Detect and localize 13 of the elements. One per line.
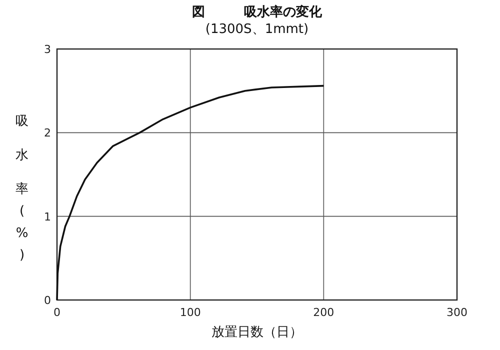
x-tick-label: 0	[54, 306, 60, 319]
x-tick-label: 100	[180, 306, 201, 319]
line-series	[56, 84, 325, 301]
x-axis-title: 放置日数（日）	[212, 325, 302, 340]
chart-title: 図 吸水率の変化	[192, 4, 323, 20]
y-tick-label: 1	[44, 210, 51, 224]
x-tick-label: 200	[313, 306, 334, 319]
x-tick-label: 300	[446, 306, 468, 319]
y-tick-label: 2	[44, 126, 51, 140]
text: 吸水率(%)	[16, 114, 28, 263]
y-tick-label: 0	[44, 294, 51, 307]
chart-subtitle: (1300S、1mmt)	[205, 22, 309, 37]
y-tick-label: 3	[44, 43, 51, 56]
